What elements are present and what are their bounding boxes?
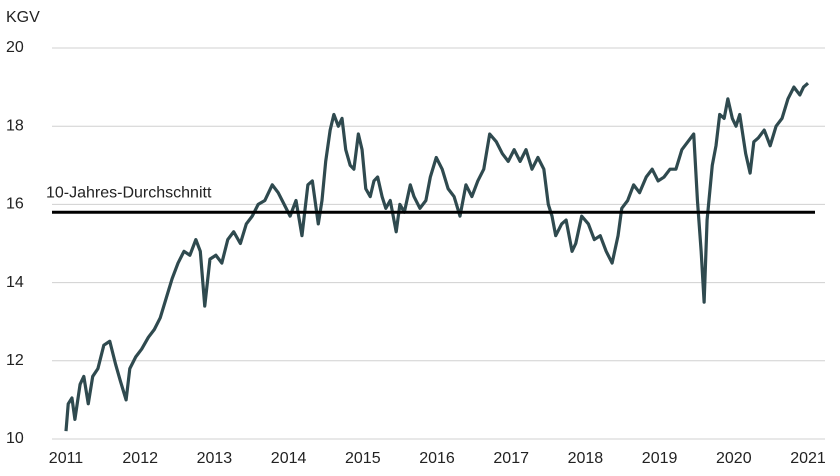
reference-line-label: 10-Jahres-Durchschnitt [46,184,212,201]
x-tick-label: 2011 [49,450,84,467]
y-tick-label: 16 [6,196,24,213]
x-tick-label: 2019 [642,450,678,467]
y-tick-label: 14 [6,274,24,291]
y-tick-label: 18 [6,117,24,134]
y-tick-label: 12 [6,352,24,369]
x-tick-label: 2012 [122,450,158,467]
y-axis-label: KGV [6,9,40,26]
y-tick-label: 10 [6,430,24,447]
x-tick-label: 2018 [568,450,604,467]
x-tick-label: 2017 [493,450,529,467]
x-tick-label: 2014 [271,450,307,467]
x-tick-label: 2013 [197,450,233,467]
x-tick-label: 2015 [345,450,381,467]
line-series [64,81,810,432]
x-tick-label: 2021 [790,450,826,467]
x-tick-label: 2016 [419,450,455,467]
x-tick-label: 2020 [716,450,752,467]
y-tick-label: 20 [6,39,24,56]
